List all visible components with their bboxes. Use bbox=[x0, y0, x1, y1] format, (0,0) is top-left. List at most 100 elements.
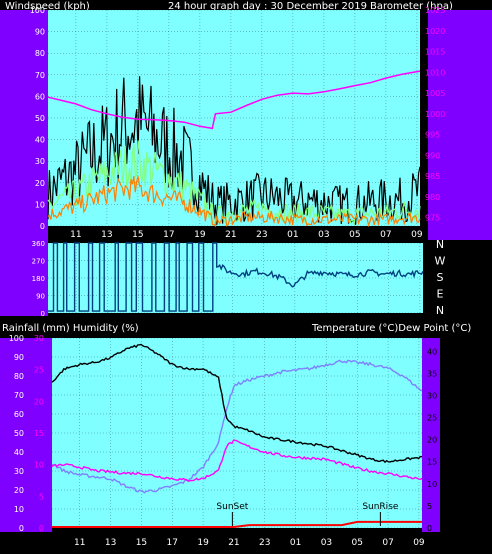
barometer-tick: 980 bbox=[425, 193, 440, 202]
humidity-line bbox=[51, 359, 423, 494]
time-tick: 07 bbox=[380, 230, 391, 240]
humidity-tick: 10 bbox=[14, 505, 24, 514]
direction-letter: W bbox=[435, 255, 446, 268]
barometer-tick: 1025 bbox=[425, 6, 445, 15]
rain-tick: 15 bbox=[34, 429, 44, 438]
time-tick: 01 bbox=[290, 538, 301, 548]
windspeed-tick: 80 bbox=[35, 49, 45, 58]
temperature-tick: 15 bbox=[427, 458, 437, 467]
rain-tick: 20 bbox=[34, 397, 44, 406]
temperature-line bbox=[51, 343, 423, 464]
windspeed-tick: 70 bbox=[35, 71, 45, 80]
time-tick: 03 bbox=[321, 538, 332, 548]
sunrise-label: SunRise bbox=[362, 502, 399, 512]
rain-axis-labels: 0 5 10 15 20 25 30 bbox=[34, 334, 44, 533]
graph-day-title: 24 hour graph day : 30 December 2019 bbox=[168, 1, 367, 12]
temperature-tick: 40 bbox=[427, 347, 437, 356]
time-tick: 13 bbox=[105, 538, 116, 548]
humidity-tick: 80 bbox=[14, 372, 24, 381]
wind-left-frame bbox=[0, 10, 48, 240]
temperature-tick: 20 bbox=[427, 436, 437, 445]
temperature-tick: 35 bbox=[427, 369, 437, 378]
windspeed-tick: 100 bbox=[30, 6, 45, 15]
wind-speed-line bbox=[47, 175, 421, 228]
direction-axis-labels: 0 90 180 270 360 bbox=[32, 240, 45, 318]
windspeed-tick: 50 bbox=[35, 114, 45, 123]
rainfall-line bbox=[52, 520, 422, 528]
direction-tick: 360 bbox=[32, 240, 45, 248]
rain-tick: 10 bbox=[34, 461, 44, 470]
windspeed-tick: 10 bbox=[35, 200, 45, 209]
rain-tick: 0 bbox=[39, 524, 44, 533]
direction-tick: 180 bbox=[32, 275, 45, 283]
humidity-tick: 40 bbox=[14, 448, 24, 457]
barometer-tick: 1020 bbox=[425, 27, 445, 36]
humidity-tick: 50 bbox=[14, 429, 24, 438]
barometer-axis-labels: 975 980 985 990 995 1000 1005 1010 1015 1020 1025 bbox=[425, 6, 445, 223]
time-tick: 09 bbox=[411, 230, 423, 240]
wind-average-line bbox=[47, 140, 421, 226]
windspeed-tick: 30 bbox=[35, 157, 45, 166]
time-tick: 05 bbox=[349, 230, 360, 240]
windspeed-tick: 0 bbox=[40, 222, 45, 231]
temperature-axis-labels: 0 5 10 15 20 25 30 35 40 bbox=[427, 347, 437, 533]
time-tick: 19 bbox=[197, 538, 209, 548]
temp-left-frame bbox=[0, 338, 52, 532]
time-tick: 23 bbox=[259, 538, 270, 548]
wind-grid bbox=[48, 9, 420, 227]
temperature-tick: 25 bbox=[427, 414, 437, 423]
temp-right-frame bbox=[422, 338, 440, 532]
windspeed-tick: 90 bbox=[35, 28, 45, 37]
humidity-tick: 0 bbox=[19, 524, 24, 533]
time-tick: 17 bbox=[167, 538, 178, 548]
rain-tick: 30 bbox=[34, 334, 44, 343]
direction-tick: 270 bbox=[32, 258, 45, 266]
barometer-tick: 1005 bbox=[425, 89, 445, 98]
time-tick: 15 bbox=[136, 538, 147, 548]
time-tick: 11 bbox=[70, 230, 81, 240]
temp-dew-title: Temperature (°C)Dew Point (°C) bbox=[311, 323, 471, 334]
temperature-tick: 5 bbox=[427, 502, 432, 511]
time-tick: 17 bbox=[163, 230, 174, 240]
wind-time-labels: 11 13 15 17 19 21 23 01 03 05 07 09 bbox=[70, 230, 423, 240]
barometer-tick: 990 bbox=[425, 151, 440, 160]
barometer-tick: 1015 bbox=[425, 48, 445, 57]
time-tick: 23 bbox=[256, 230, 267, 240]
time-tick: 21 bbox=[228, 538, 239, 548]
windspeed-tick: 60 bbox=[35, 92, 45, 101]
rain-humidity-title: Rainfall (mm) Humidity (%) bbox=[2, 323, 139, 334]
barometer-tick: 985 bbox=[425, 172, 440, 181]
direction-tick: 0 bbox=[41, 310, 45, 318]
temp-panel bbox=[52, 338, 422, 528]
time-tick: 19 bbox=[194, 230, 206, 240]
barometer-tick: 995 bbox=[425, 131, 440, 140]
barometer-tick: 1000 bbox=[425, 110, 445, 119]
wind-direction-line bbox=[48, 242, 424, 312]
time-tick: 13 bbox=[101, 230, 112, 240]
humidity-tick: 100 bbox=[9, 334, 24, 343]
time-tick: 09 bbox=[413, 538, 425, 548]
time-tick: 11 bbox=[74, 538, 85, 548]
time-tick: 05 bbox=[352, 538, 363, 548]
direction-left-frame bbox=[0, 240, 48, 316]
humidity-tick: 60 bbox=[14, 410, 24, 419]
direction-letter: N bbox=[436, 238, 444, 251]
humidity-tick: 30 bbox=[14, 467, 24, 476]
direction-letter: S bbox=[437, 271, 444, 284]
time-tick: 03 bbox=[318, 230, 329, 240]
direction-tick: 90 bbox=[36, 293, 45, 301]
humidity-tick: 20 bbox=[14, 486, 24, 495]
barometer-line bbox=[47, 70, 421, 130]
rain-tick: 25 bbox=[34, 366, 44, 375]
rain-tick: 5 bbox=[39, 492, 44, 501]
barometer-title: Barometer (hpa) bbox=[370, 1, 453, 12]
time-tick: 15 bbox=[132, 230, 143, 240]
windspeed-tick: 20 bbox=[35, 179, 45, 188]
humidity-tick: 90 bbox=[14, 353, 24, 362]
barometer-tick: 975 bbox=[425, 214, 440, 223]
time-tick: 07 bbox=[382, 538, 393, 548]
time-tick: 01 bbox=[287, 230, 298, 240]
temperature-tick: 0 bbox=[427, 524, 432, 533]
